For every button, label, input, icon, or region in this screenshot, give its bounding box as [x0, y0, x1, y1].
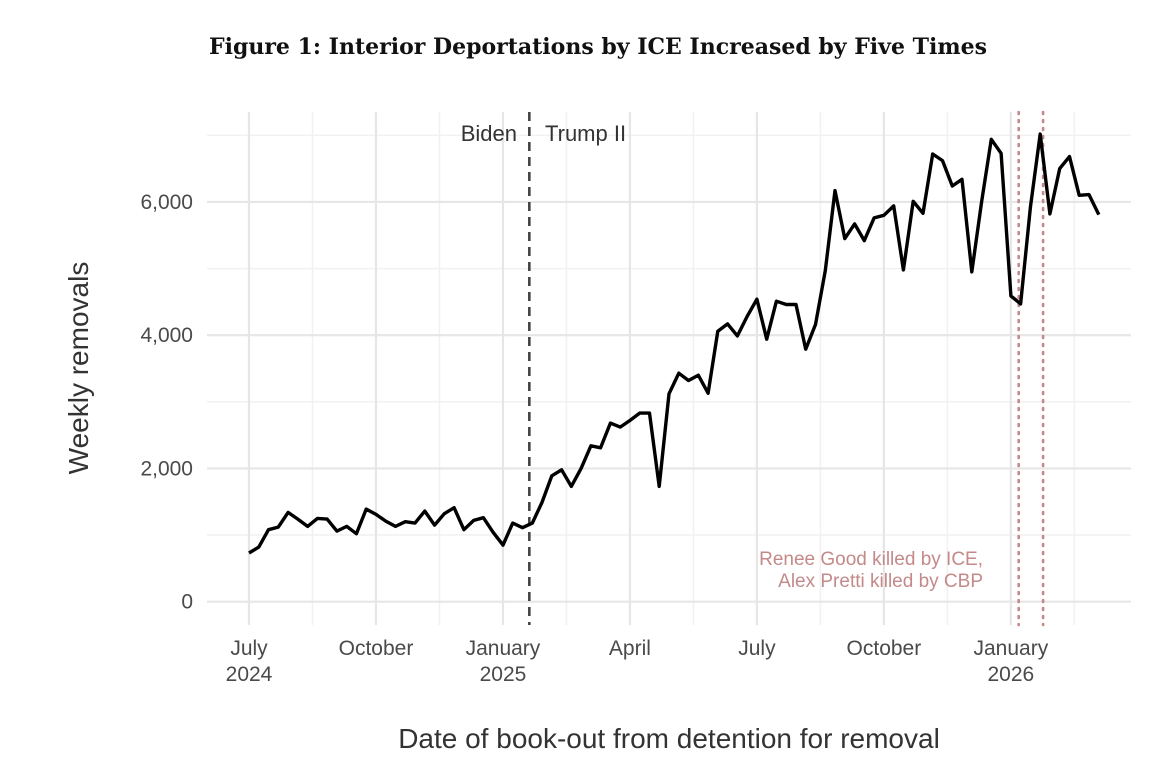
- event-lines: [528, 110, 1045, 627]
- x-tick-label: January: [974, 637, 1049, 660]
- annotation-line-2: Alex Pretti killed by CBP: [778, 571, 983, 592]
- x-tick-sublabel: 2024: [226, 663, 273, 686]
- x-tick-label: October: [339, 637, 414, 660]
- major-gridlines: [207, 112, 1131, 625]
- x-tick-sublabel: 2025: [480, 663, 527, 686]
- x-tick-label: January: [466, 637, 541, 660]
- y-tick-label: 6,000: [140, 191, 193, 214]
- x-tick-label: July: [230, 637, 268, 660]
- x-axis-title: Date of book-out from detention for remo…: [398, 723, 940, 754]
- period-label-biden: Biden: [461, 121, 517, 146]
- chart-title: Figure 1: Interior Deportations by ICE I…: [208, 34, 987, 60]
- x-tick-sublabel: 2026: [988, 663, 1035, 686]
- x-axis-ticks: July 2024 October January 2025 April July Octob…: [226, 637, 1049, 686]
- y-tick-label: 4,000: [140, 324, 193, 347]
- x-tick-label: April: [609, 637, 651, 660]
- minor-gridlines: [207, 112, 1131, 625]
- x-tick-label: October: [847, 637, 922, 660]
- x-tick-label: July: [738, 637, 776, 660]
- y-tick-label: 0: [181, 591, 193, 614]
- period-label-trump: Trump II: [545, 121, 626, 146]
- annotation-line-1: Renee Good killed by ICE,: [759, 549, 983, 570]
- y-tick-label: 2,000: [140, 457, 193, 480]
- y-axis-ticks: 0 2,000 4,000 6,000: [140, 191, 193, 614]
- y-axis-title: Weekly removals: [63, 262, 94, 475]
- series-line-weekly-removals: [248, 132, 1101, 555]
